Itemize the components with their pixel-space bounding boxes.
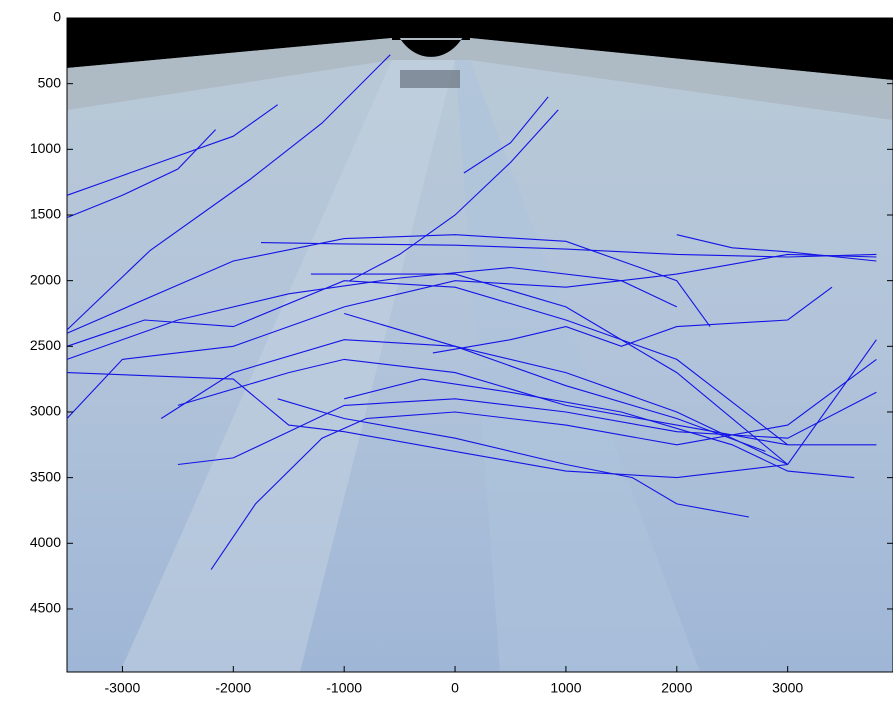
track-line	[260, 242, 877, 258]
y-tick-label: 500	[38, 74, 62, 90]
track-line	[66, 129, 216, 219]
track-line	[160, 339, 788, 465]
y-tick-label: 3000	[30, 403, 61, 419]
track-line	[66, 253, 877, 419]
x-tick-label: 0	[451, 680, 459, 696]
x-tick-label: -3000	[105, 680, 141, 696]
y-tick-label: 2500	[30, 337, 61, 353]
track-line	[66, 234, 711, 334]
track-line	[676, 234, 877, 262]
track-line	[210, 358, 877, 570]
track-line	[177, 358, 877, 446]
track-line	[432, 286, 833, 354]
y-tick-label: 4000	[30, 534, 61, 550]
y-tick-label: 1500	[30, 206, 61, 222]
background-image	[67, 18, 893, 672]
track-line	[344, 312, 766, 452]
track-line	[349, 109, 559, 282]
track-line	[66, 104, 279, 196]
x-tick-label: 1000	[550, 680, 581, 696]
y-tick-label: 3500	[30, 468, 61, 484]
track-line	[66, 339, 877, 479]
x-tick-label: 3000	[772, 680, 803, 696]
y-tick-label: 0	[53, 9, 61, 25]
track-line	[277, 398, 749, 518]
x-tick-label: -2000	[215, 680, 251, 696]
track-line	[66, 54, 391, 331]
track-line	[463, 96, 549, 174]
track-line	[177, 391, 877, 466]
x-tick-label: -1000	[326, 680, 362, 696]
plot-area	[66, 54, 877, 570]
track-line	[66, 280, 789, 446]
track-line	[310, 273, 789, 465]
x-tick-label: 2000	[661, 680, 692, 696]
y-tick-label: 1000	[30, 140, 61, 156]
y-tick-label: 4500	[30, 600, 61, 616]
track-line	[344, 378, 855, 479]
y-tick-label: 2000	[30, 271, 61, 287]
axes-box	[66, 17, 893, 673]
